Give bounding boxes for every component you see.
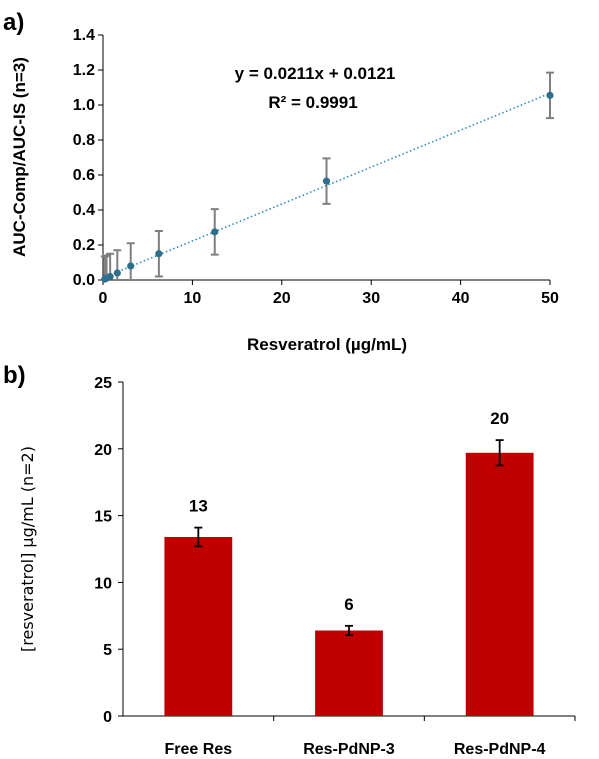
panel-a-label: a) (3, 9, 24, 36)
data-label: 6 (344, 595, 353, 614)
chart-a-y-tick-label: 1.2 (73, 62, 95, 79)
data-point (546, 91, 554, 99)
chart-a-y-tick-label: 0.8 (73, 132, 95, 149)
bar (465, 452, 534, 716)
chart-b-y-tick-label: 20 (94, 442, 112, 459)
r-squared-label: R² = 0.9991 (268, 93, 357, 112)
chart-b-y-tick-label: 5 (103, 642, 112, 659)
data-point (322, 177, 331, 185)
bar (164, 536, 233, 716)
bar (315, 630, 383, 716)
category-label: Res-PdNP-3 (303, 741, 395, 758)
category-label: Free Res (165, 741, 233, 758)
chart-a-x-tick-label: 10 (184, 290, 202, 307)
chart-a-y-tick-label: 1.0 (73, 97, 95, 114)
chart-b-y-tick-label: 25 (94, 375, 112, 392)
chart-a-y-tick-label: 0.2 (73, 237, 95, 254)
panel-b-label: b) (3, 362, 26, 389)
category-label: Res-PdNP-4 (454, 741, 546, 758)
chart-a-y-tick-label: 0.0 (73, 272, 95, 289)
data-point (155, 250, 163, 258)
chart-a-y-tick-label: 0.6 (73, 167, 95, 184)
concentration-bar-chart: [resveratrol] µg/mL (n=2) 0 5 10 15 20 25 13 Fr… (18, 375, 576, 758)
chart-a-x-axis-title: Resveratrol (µg/mL) (247, 335, 407, 354)
trendline-equation: y = 0.0211x + 0.0121 (235, 64, 396, 83)
chart-b-y-tick-label: 15 (94, 509, 112, 526)
chart-a-y-tick-label: 0.4 (73, 202, 95, 219)
chart-a-x-tick-label: 30 (362, 290, 380, 307)
chart-b-y-tick-label: 0 (103, 709, 112, 726)
chart-b-y-tick-label: 10 (94, 575, 112, 592)
data-label: 13 (189, 497, 208, 516)
data-point (106, 272, 114, 281)
chart-a-x-tick-label: 50 (541, 290, 559, 307)
data-point (211, 228, 219, 236)
trendline (102, 92, 551, 279)
chart-a-y-tick-label: 1.4 (73, 27, 95, 44)
data-point (113, 269, 121, 277)
data-label: 20 (490, 409, 509, 428)
chart-a-x-tick-label: 0 (99, 290, 108, 307)
chart-a-x-tick-label: 20 (273, 290, 291, 307)
chart-b-y-axis-title: [resveratrol] µg/mL (n=2) (18, 446, 37, 652)
calibration-chart: y = 0.0211x + 0.0121 R² = 0.9991 Resvera… (10, 27, 559, 354)
chart-a-x-tick-label: 40 (452, 290, 470, 307)
chart-a-y-axis-title: AUC-Comp/AUC-IS (n=3) (10, 57, 29, 257)
data-point (127, 262, 135, 270)
